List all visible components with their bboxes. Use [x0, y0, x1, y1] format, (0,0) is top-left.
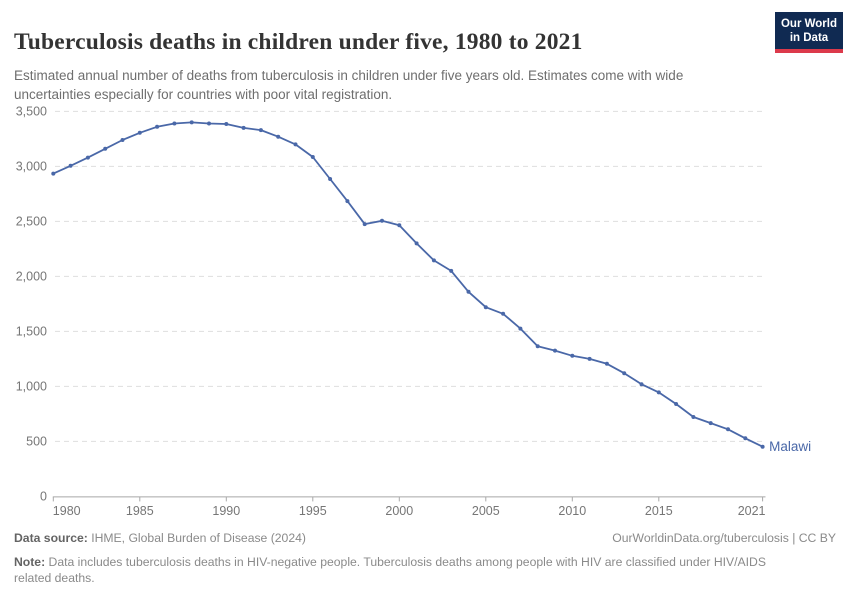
data-point-1988[interactable] [189, 120, 194, 125]
chart-subtitle: Estimated annual number of deaths from t… [14, 67, 684, 102]
data-point-1990[interactable] [224, 122, 229, 126]
data-point-2015[interactable] [656, 390, 661, 395]
owid-logo-box: Our World in Data [775, 12, 843, 50]
data-point-1985[interactable] [137, 130, 142, 135]
data-point-2020[interactable] [743, 436, 748, 441]
owid-logo[interactable]: Our World in Data [775, 12, 843, 54]
data-point-1996[interactable] [328, 177, 333, 181]
data-point-1998[interactable] [362, 222, 367, 227]
y-tick-label: 500 [26, 435, 47, 449]
data-point-2001[interactable] [414, 241, 419, 246]
data-point-1992[interactable] [258, 128, 263, 133]
owid-logo-accent-strip [775, 49, 843, 54]
data-point-2006[interactable] [501, 311, 506, 316]
footer-note: Note: Data includes tuberculosis deaths … [14, 554, 796, 586]
series-end-label-malawi[interactable]: Malawi [769, 439, 811, 454]
data-point-1991[interactable] [241, 125, 246, 130]
data-source-label: Data source: [14, 531, 88, 545]
footer-source-row: Data source: IHME, Global Burden of Dise… [14, 531, 836, 545]
data-point-2012[interactable] [604, 361, 609, 366]
y-tick-label: 3,500 [16, 105, 47, 119]
x-tick-label: 1995 [299, 504, 327, 518]
data-point-1986[interactable] [155, 124, 160, 129]
data-point-2016[interactable] [674, 402, 679, 406]
data-point-2007[interactable] [518, 326, 523, 331]
data-point-1987[interactable] [172, 121, 177, 126]
data-point-1995[interactable] [310, 155, 315, 159]
data-point-2018[interactable] [708, 421, 713, 426]
owid-credit-link[interactable]: OurWorldinData.org/tuberculosis | CC BY [612, 531, 836, 545]
owid-logo-line2: in Data [789, 32, 829, 45]
data-point-1981[interactable] [68, 163, 73, 168]
data-point-2009[interactable] [553, 348, 557, 353]
data-point-1984[interactable] [120, 138, 125, 142]
data-point-1983[interactable] [103, 146, 108, 151]
y-tick-label: 1,000 [16, 380, 47, 394]
note-value: Data includes tuberculosis deaths in HIV… [14, 555, 766, 586]
x-tick-label: 1985 [126, 504, 154, 518]
data-source-value: IHME, Global Burden of Disease (2024) [87, 531, 306, 545]
data-point-2011[interactable] [587, 356, 592, 361]
note-label: Note: [14, 555, 46, 569]
data-point-2005[interactable] [483, 305, 488, 310]
x-tick-label: 1980 [53, 504, 81, 518]
x-tick-label: 2000 [385, 504, 413, 518]
data-point-1994[interactable] [293, 142, 298, 147]
data-point-2013[interactable] [622, 371, 627, 376]
malawi-series-line[interactable] [52, 121, 764, 448]
x-tick-label: 1990 [212, 504, 240, 518]
data-point-2008[interactable] [535, 344, 540, 349]
data-point-2002[interactable] [431, 258, 436, 263]
y-tick-label: 3,000 [16, 160, 47, 174]
data-point-1993[interactable] [276, 134, 281, 139]
data-point-1989[interactable] [207, 121, 211, 126]
x-tick-label: 2010 [558, 504, 586, 518]
y-tick-label: 2,000 [16, 270, 47, 284]
y-tick-label: 1,500 [16, 325, 47, 339]
data-point-2019[interactable] [726, 427, 730, 432]
data-point-2004[interactable] [466, 289, 471, 294]
data-point-2017[interactable] [691, 415, 696, 419]
data-source-text: Data source: IHME, Global Burden of Dise… [14, 531, 306, 545]
data-point-2010[interactable] [570, 353, 575, 358]
data-point-2003[interactable] [449, 268, 454, 273]
y-tick-label: 0 [40, 490, 47, 504]
data-point-1982[interactable] [85, 155, 90, 160]
data-point-1980[interactable] [51, 171, 56, 176]
x-tick-label: 2005 [472, 504, 500, 518]
owid-logo-line1: Our World [780, 18, 837, 30]
x-tick-label: 2021 [738, 504, 766, 518]
data-point-1999[interactable] [380, 218, 384, 223]
data-point-2014[interactable] [639, 382, 644, 387]
y-tick-label: 2,500 [16, 215, 47, 229]
data-point-2021[interactable] [760, 444, 765, 449]
x-tick-label: 2015 [645, 504, 673, 518]
page-title: Tuberculosis deaths in children under fi… [14, 28, 583, 55]
data-point-2000[interactable] [397, 223, 402, 228]
data-point-1997[interactable] [345, 199, 350, 204]
